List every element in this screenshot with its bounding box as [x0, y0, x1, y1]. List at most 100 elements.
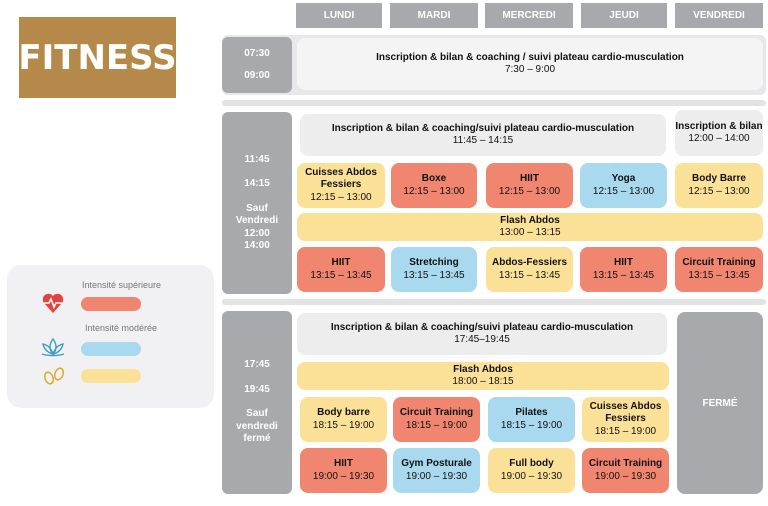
midday-time-column: 11:45 14:15 Sauf Vendredi 12:00 14:00: [222, 112, 292, 294]
evening-signup-session: Inscription & bilan & coaching/suivi pla…: [297, 313, 667, 355]
day-header-wednesday: MERCREDI: [485, 3, 573, 28]
class-title: Boxe: [421, 173, 447, 184]
class-time: 18:15 – 19:00: [594, 425, 657, 437]
midday-exception-day: Vendredi: [235, 215, 279, 226]
class-time: 13:15 – 13:45: [403, 269, 465, 281]
morning-time-end: 09:00: [244, 70, 270, 81]
class-title: Flash Abdos: [453, 363, 513, 375]
midday-signup-session: Inscription & bilan & coaching/suivi pla…: [300, 114, 666, 156]
class-title: HIIT: [331, 257, 351, 268]
flash-abdos-session: Flash Abdos 18:00 – 18:15: [297, 362, 669, 390]
class-time: 13:00 – 13:15: [499, 227, 561, 238]
friday-closed: FERMÉ: [677, 312, 763, 494]
class-time: 12:15 – 13:00: [310, 191, 372, 203]
class-time: 19:00 – 19:30: [594, 470, 657, 482]
class-time: 18:15 – 19:00: [405, 419, 468, 431]
class-card: Full body 19:00 – 19:30: [488, 448, 575, 493]
flash-abdos-session: Flash Abdos 13:00 – 13:15: [297, 213, 763, 241]
morning-time-column: 07:30 09:00: [222, 37, 292, 93]
day-header-monday: LUNDI: [296, 3, 382, 28]
class-time: 12:15 – 13:00: [403, 185, 465, 197]
class-title: Body barre: [317, 407, 370, 418]
intensity-legend: Intensité supérieure Intensité modérée: [7, 265, 214, 408]
class-title: Circuit Training: [682, 257, 756, 268]
class-title: HIIT: [614, 257, 633, 268]
class-title: HIIT: [334, 458, 353, 469]
midday-friday-start: 12:00: [244, 227, 270, 239]
midday-time-start: 11:45: [244, 153, 270, 165]
midday-time-end: 14:15: [244, 178, 270, 189]
session-title: Inscription & bilan: [675, 120, 763, 132]
class-title: Abdos-Fessiers: [491, 257, 568, 268]
class-title: Cuisses Abdos Fessiers: [305, 166, 377, 191]
class-card: Abdos-Fessiers 13:15 – 13:45: [486, 247, 573, 292]
legend-high-bar: [81, 297, 141, 311]
class-card: Yoga 12:15 – 13:00: [580, 163, 667, 208]
session-time: 17:45–19:45: [454, 334, 510, 345]
legend-light-bar: [81, 369, 141, 383]
session-title: Inscription & bilan & coaching/suivi pla…: [330, 321, 634, 333]
legend-moderate-bar: [81, 342, 141, 356]
class-title: Full body: [509, 458, 554, 469]
class-card: HIIT 19:00 – 19:30: [300, 448, 387, 493]
class-card: Circuit Training 13:15 – 13:45: [675, 247, 763, 292]
class-card: Circuit Training 19:00 – 19:30: [582, 448, 669, 493]
class-card: HIIT 12:15 – 13:00: [486, 163, 573, 208]
footprints-icon: [41, 367, 67, 385]
session-time: 11:45 – 14:15: [452, 135, 514, 146]
evening-exception-closed: fermé: [243, 433, 271, 445]
fitness-logo: FITNESS: [18, 17, 177, 98]
class-time: 19:00 – 19:30: [312, 470, 375, 482]
class-title: Flash Abdos: [500, 214, 560, 226]
class-time: 12:15 – 13:00: [592, 185, 655, 197]
class-time: 13:15 – 13:45: [310, 269, 372, 281]
class-card: Gym Posturale 19:00 – 19:30: [393, 448, 480, 493]
legend-high-label: Intensité supérieure: [82, 280, 162, 290]
class-card: Pilates 18:15 – 19:00: [488, 397, 575, 442]
evening-time-start: 17:45: [244, 359, 270, 371]
class-card: Cuisses Abdos Fessiers 12:15 – 13:00: [297, 163, 385, 208]
class-time: 13:15 – 13:45: [688, 269, 750, 281]
class-card: Body Barre 12:15 – 13:00: [675, 163, 763, 208]
class-time: 19:00 – 19:30: [500, 470, 563, 482]
class-time: 13:15 – 13:45: [592, 269, 655, 281]
class-time: 13:15 – 13:45: [498, 269, 561, 281]
class-time: 18:15 – 19:00: [500, 419, 563, 431]
morning-signup-session: Inscription & bilan & coaching / suivi p…: [297, 38, 763, 90]
class-card: Body barre 18:15 – 19:00: [300, 397, 387, 442]
evening-time-column: 17:45 19:45 Sauf vendredi fermé: [222, 311, 292, 494]
evening-exception-day: vendredi: [236, 420, 278, 432]
class-title: Gym Posturale: [401, 458, 472, 469]
class-title: HIIT: [520, 173, 539, 184]
session-title: Inscription & bilan & coaching / suivi p…: [376, 51, 684, 63]
class-title: Circuit Training: [588, 458, 663, 469]
class-title: Circuit Training: [399, 407, 474, 418]
friday-signup-session: Inscription & bilan 12:00 – 14:00: [675, 110, 763, 156]
class-time: 19:00 – 19:30: [405, 470, 468, 482]
session-title: Inscription & bilan & coaching/suivi pla…: [331, 122, 635, 134]
class-time: 18:00 – 18:15: [452, 376, 514, 387]
day-header-thursday: JEUDI: [581, 3, 667, 28]
class-title: Stretching: [409, 257, 459, 268]
class-title: Cuisses Abdos Fessiers: [589, 400, 662, 425]
class-title: Pilates: [515, 407, 548, 418]
class-card: Cuisses Abdos Fessiers 18:15 – 19:00: [582, 397, 669, 442]
legend-moderate-label: Intensité modérée: [85, 323, 158, 333]
session-time: 7:30 – 9:00: [504, 64, 556, 75]
day-header-tuesday: MARDI: [390, 3, 478, 28]
class-card: Stretching 13:15 – 13:45: [391, 247, 477, 292]
class-title: Body Barre: [692, 173, 746, 184]
lotus-icon: [40, 337, 66, 357]
session-time: 12:00 – 14:00: [688, 133, 750, 144]
midday-exception: Sauf: [246, 202, 268, 214]
class-card: Circuit Training 18:15 – 19:00: [393, 397, 480, 442]
separator: [222, 299, 766, 305]
day-header-friday: VENDREDI: [675, 3, 763, 28]
separator: [222, 100, 766, 106]
class-title: Yoga: [611, 173, 636, 184]
evening-exception: Sauf: [246, 408, 268, 420]
class-card: HIIT 13:15 – 13:45: [297, 247, 385, 292]
evening-time-end: 19:45: [244, 383, 270, 395]
morning-time-start: 07:30: [244, 47, 270, 59]
class-time: 12:15 – 13:00: [498, 185, 561, 197]
